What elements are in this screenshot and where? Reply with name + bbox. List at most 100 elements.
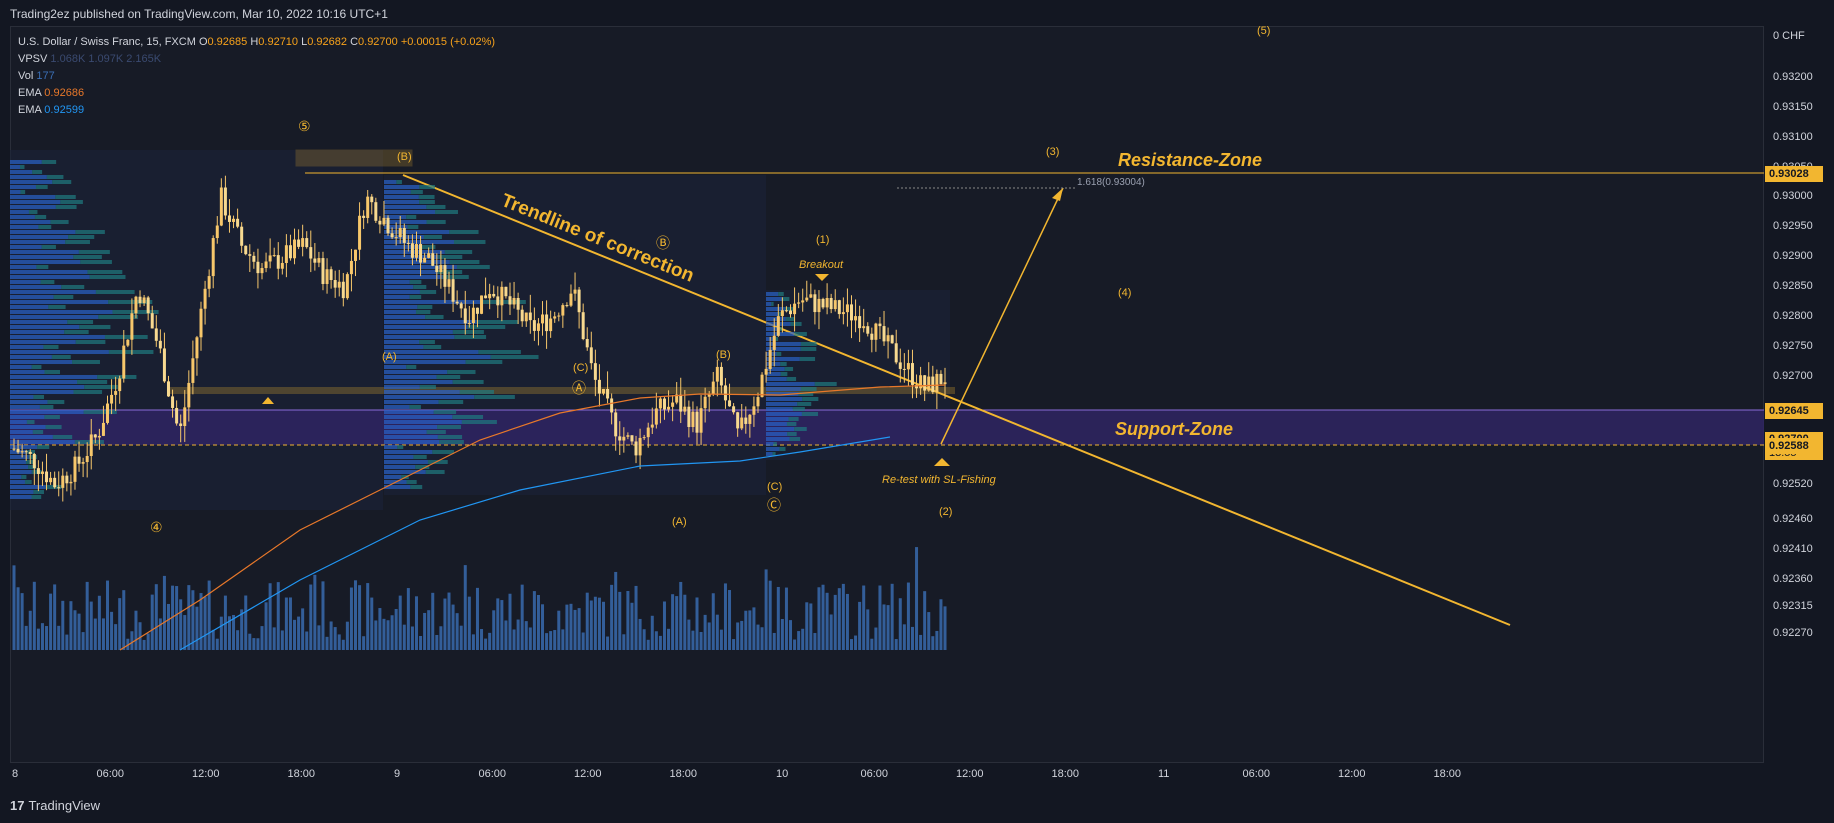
- volume-bar: [93, 618, 97, 650]
- volume-bar: [223, 595, 227, 650]
- candle-body: [662, 398, 666, 410]
- volume-profile-bar: [44, 370, 60, 374]
- candle-body: [658, 398, 662, 409]
- y-tick: 0.92750: [1773, 339, 1813, 352]
- candle-body: [797, 302, 801, 304]
- legend-vol-row[interactable]: Vol 177: [18, 68, 495, 85]
- volume-bar: [915, 547, 919, 650]
- volume-profile-bar: [766, 377, 787, 381]
- volume-bar: [252, 638, 256, 650]
- volume-bar: [118, 598, 122, 650]
- volume-profile-bar: [384, 205, 427, 209]
- volume-bar: [927, 612, 931, 650]
- volume-profile-bar: [10, 260, 81, 264]
- volume-bar: [65, 634, 69, 650]
- volume-profile-bar: [406, 480, 417, 484]
- volume-profile-bar: [10, 250, 79, 254]
- y-tick: 0.92850: [1773, 280, 1813, 293]
- volume-profile-bar: [384, 365, 407, 369]
- candle-body: [667, 406, 671, 410]
- volume-bar: [341, 639, 345, 650]
- volume-bar: [561, 629, 565, 650]
- volume-bar: [419, 635, 423, 650]
- volume-bar: [740, 620, 744, 650]
- volume-profile-bar: [447, 370, 476, 374]
- candle-body: [244, 245, 248, 255]
- volume-profile-bar: [384, 460, 428, 464]
- volume-profile-bar: [10, 265, 37, 269]
- breakout-label: Breakout: [799, 259, 844, 271]
- volume-bar: [406, 588, 410, 650]
- candle-body: [919, 375, 923, 389]
- volume-profile-bar: [384, 195, 419, 199]
- volume-profile-bar: [10, 425, 46, 429]
- volume-profile-bar: [766, 372, 781, 376]
- volume-bar: [606, 636, 610, 650]
- volume-bar: [12, 565, 16, 650]
- symbol-label[interactable]: U.S. Dollar / Swiss Franc, 15, FXCM: [18, 36, 196, 48]
- candle-body: [223, 187, 227, 216]
- volume-bar: [447, 592, 451, 650]
- volume-profile-bar: [83, 410, 117, 414]
- breakout-marker: [815, 274, 829, 281]
- candle-body: [931, 376, 935, 393]
- volume-bar: [24, 625, 28, 650]
- volume-profile-bar: [61, 285, 85, 289]
- volume-profile-bar: [73, 390, 103, 394]
- x-tick: 06:00: [96, 768, 125, 780]
- volume-bar: [699, 631, 703, 650]
- volume-profile-bar: [84, 385, 118, 389]
- candle-body: [492, 293, 496, 297]
- volume-profile-bar: [437, 425, 461, 429]
- volume-profile-bar: [384, 465, 416, 469]
- volume-bar: [589, 600, 593, 650]
- volume-profile-bar: [10, 420, 27, 424]
- volume-bar: [45, 626, 49, 650]
- legend-vpsv-row[interactable]: VPSV 1.068K 1.097K 2.165K: [18, 51, 495, 68]
- volume-profile-bar: [766, 427, 795, 431]
- volume-profile-bar: [384, 250, 445, 254]
- volume-profile-bar: [31, 495, 42, 499]
- candle-body: [166, 381, 170, 397]
- volume-profile-bar: [419, 290, 437, 294]
- volume-profile-bar: [75, 340, 106, 344]
- volume-profile-bar: [384, 325, 468, 329]
- x-tick: 10: [776, 768, 789, 780]
- volume-bar: [227, 616, 231, 650]
- tradingview-footer[interactable]: 17 TradingView: [10, 798, 100, 813]
- volume-profile-bar: [87, 270, 123, 274]
- volume-bar: [268, 583, 272, 650]
- volume-profile-bar: [792, 407, 805, 411]
- volume-bar: [309, 584, 313, 650]
- candle-body: [565, 305, 569, 307]
- volume-profile-bar: [410, 485, 423, 489]
- volume-bar: [215, 638, 219, 650]
- volume-profile-bar: [37, 445, 50, 449]
- volume-bar: [776, 586, 780, 650]
- volume-profile-bar: [10, 475, 22, 479]
- legend-ema1-row[interactable]: EMA 0.92686: [18, 85, 495, 102]
- volume-profile-bar: [68, 235, 95, 239]
- candle-body: [378, 220, 382, 225]
- legend-ema2-row[interactable]: EMA 0.92599: [18, 102, 495, 119]
- volume-bar: [382, 618, 386, 650]
- volume-profile-bar: [786, 422, 797, 426]
- price-axis[interactable]: [1764, 26, 1834, 763]
- candle-body: [406, 242, 410, 244]
- volume-profile-bar: [10, 225, 39, 229]
- volume-profile-bar: [64, 330, 89, 334]
- candle-body: [723, 385, 727, 401]
- volume-bar: [845, 593, 849, 650]
- volume-profile-bar: [432, 450, 455, 454]
- candle-body: [260, 268, 264, 274]
- c-label: C: [350, 36, 359, 48]
- volume-bar: [73, 610, 77, 650]
- volume-bar: [305, 631, 309, 650]
- candle-body: [512, 297, 516, 305]
- volume-profile-bar: [772, 452, 776, 456]
- resistance-label: Resistance-Zone: [1118, 150, 1262, 170]
- volume-profile-bar: [476, 320, 519, 324]
- volume-profile-bar: [10, 320, 68, 324]
- candle-body: [654, 408, 658, 425]
